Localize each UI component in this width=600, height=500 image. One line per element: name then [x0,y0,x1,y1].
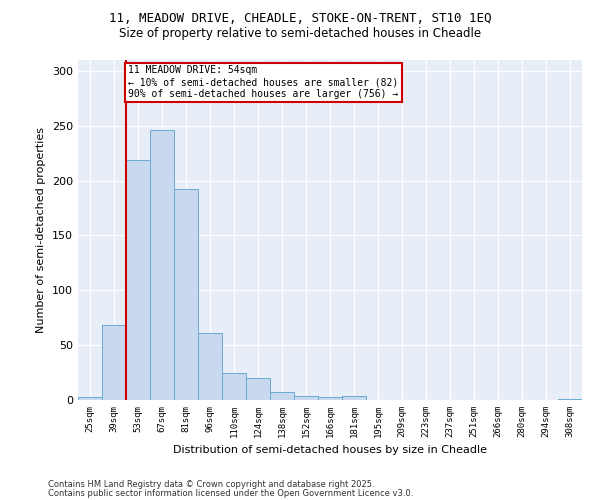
Text: Contains HM Land Registry data © Crown copyright and database right 2025.: Contains HM Land Registry data © Crown c… [48,480,374,489]
Text: 11, MEADOW DRIVE, CHEADLE, STOKE-ON-TRENT, ST10 1EQ: 11, MEADOW DRIVE, CHEADLE, STOKE-ON-TREN… [109,12,491,26]
Text: Contains public sector information licensed under the Open Government Licence v3: Contains public sector information licen… [48,488,413,498]
Bar [294,396,318,400]
Bar [222,372,246,400]
Bar [246,378,270,400]
Y-axis label: Number of semi-detached properties: Number of semi-detached properties [37,127,46,333]
Bar [318,396,342,400]
Bar [102,326,126,400]
X-axis label: Distribution of semi-detached houses by size in Cheadle: Distribution of semi-detached houses by … [173,446,487,456]
Bar [78,396,102,400]
Bar [150,130,174,400]
Bar [198,333,222,400]
Text: Size of property relative to semi-detached houses in Cheadle: Size of property relative to semi-detach… [119,28,481,40]
Text: 11 MEADOW DRIVE: 54sqm
← 10% of semi-detached houses are smaller (82)
90% of sem: 11 MEADOW DRIVE: 54sqm ← 10% of semi-det… [128,66,398,98]
Bar [342,396,366,400]
Bar [174,190,198,400]
Bar [126,160,150,400]
Bar [270,392,294,400]
Bar [558,399,582,400]
